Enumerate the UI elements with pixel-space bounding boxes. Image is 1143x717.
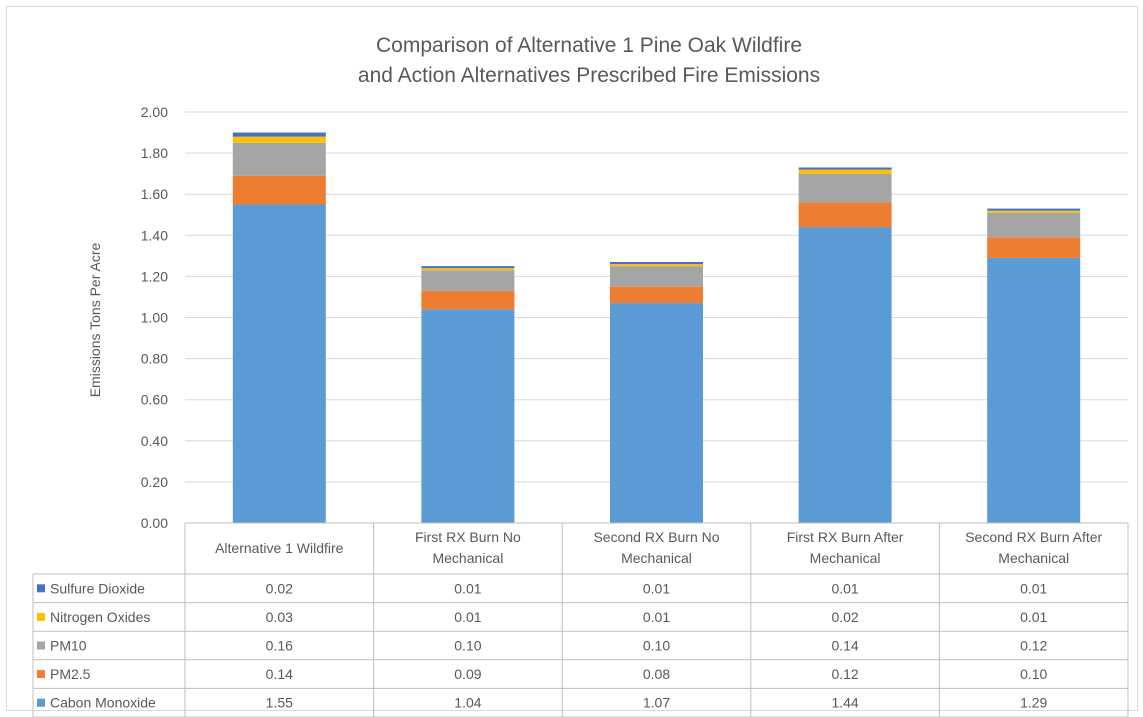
data-table-value: 0.16 (266, 638, 293, 654)
data-table-value: 0.02 (266, 580, 293, 596)
bar-segment-pm10 (798, 173, 892, 203)
bar-segment-pm2-5 (610, 286, 703, 304)
data-table-value: 0.10 (643, 638, 670, 654)
bar-segment-sulfure-dioxide (232, 132, 326, 137)
y-axis-title: Emissions Tons Per Acre (87, 243, 103, 398)
data-table-value: 0.14 (831, 638, 858, 654)
category-label: First RX Burn No (415, 529, 521, 545)
bar-segment-pm2-5 (798, 202, 892, 228)
bar-segment-cabon-monoxide (610, 303, 703, 523)
bar-segment-sulfure-dioxide (798, 167, 892, 170)
legend-key-pm10 (37, 641, 45, 650)
legend-label: Nitrogen Oxides (50, 609, 150, 625)
data-table-value: 0.01 (831, 580, 858, 596)
y-tick-label: 2.00 (141, 104, 168, 120)
bar-segment-cabon-monoxide (987, 257, 1081, 523)
legend-label: PM10 (50, 638, 87, 654)
y-tick-label: 1.40 (141, 227, 168, 243)
data-table-value: 1.55 (266, 695, 293, 711)
category-label: Mechanical (998, 550, 1069, 566)
chart-title-line: and Action Alternatives Prescribed Fire … (358, 64, 820, 87)
y-tick-label: 1.00 (141, 310, 168, 326)
data-table-value: 1.07 (643, 695, 670, 711)
bar-segment-pm2-5 (232, 175, 326, 205)
bar-segment-nitrogen-oxides (232, 136, 326, 143)
legend-key-nitrogen-oxides (37, 612, 45, 621)
y-tick-label: 1.60 (141, 186, 168, 202)
bar-segment-sulfure-dioxide (610, 262, 703, 265)
data-table-value: 1.44 (831, 695, 858, 711)
data-table-value: 0.14 (266, 666, 293, 682)
category-label: Mechanical (810, 550, 881, 566)
data-table-value: 0.10 (454, 638, 481, 654)
y-tick-label: 1.80 (141, 145, 168, 161)
data-table-value: 0.01 (643, 609, 670, 625)
bar-segment-nitrogen-oxides (421, 268, 515, 271)
data-table-value: 1.04 (454, 695, 481, 711)
data-table-value: 0.10 (1020, 666, 1047, 682)
y-tick-label: 0.80 (141, 351, 168, 367)
category-label: Mechanical (432, 550, 503, 566)
category-label: Mechanical (621, 550, 692, 566)
category-label: Second RX Burn After (965, 529, 1102, 545)
y-tick-label: 0.20 (141, 474, 168, 490)
bar-segment-pm2-5 (987, 237, 1081, 258)
bar-segment-pm10 (987, 212, 1081, 238)
bar-segment-sulfure-dioxide (987, 208, 1081, 211)
bar-segment-nitrogen-oxides (798, 169, 892, 174)
y-tick-label: 0.00 (141, 515, 168, 531)
category-label: Second RX Burn No (593, 529, 719, 545)
y-tick-label: 1.20 (141, 268, 168, 284)
y-tick-label: 0.40 (141, 433, 168, 449)
chart-frame (6, 6, 1138, 711)
bar-segment-pm10 (232, 142, 326, 176)
bar-segment-pm2-5 (421, 290, 515, 310)
bar-segment-pm10 (421, 270, 515, 291)
data-table-value: 0.02 (831, 609, 858, 625)
data-table-value: 0.01 (1020, 580, 1047, 596)
bar-segment-sulfure-dioxide (421, 266, 515, 269)
data-table-value: 0.09 (454, 666, 481, 682)
legend-key-cabon-monoxide (37, 698, 45, 707)
data-table-value: 0.08 (643, 666, 670, 682)
legend-label: Cabon Monoxide (50, 695, 156, 711)
data-table-value: 0.12 (831, 666, 858, 682)
bar-segment-cabon-monoxide (421, 309, 515, 523)
data-table-value: 0.01 (643, 580, 670, 596)
data-table-value: 0.03 (266, 609, 293, 625)
data-table-value: 0.12 (1020, 638, 1047, 654)
bar-segment-cabon-monoxide (232, 204, 326, 523)
y-tick-label: 0.60 (141, 392, 168, 408)
category-label: First RX Burn After (787, 529, 904, 545)
data-table-value: 0.01 (454, 609, 481, 625)
bar-segment-cabon-monoxide (798, 227, 892, 523)
category-label: Alternative 1 Wildfire (215, 540, 344, 556)
bar-segment-pm10 (610, 266, 703, 287)
bar-segment-nitrogen-oxides (610, 264, 703, 267)
data-table-value: 0.01 (454, 580, 481, 596)
bar-segment-nitrogen-oxides (987, 210, 1081, 213)
data-table-value: 0.01 (1020, 609, 1047, 625)
data-table-value: 1.29 (1020, 695, 1047, 711)
legend-key-pm2-5 (37, 670, 45, 679)
legend-key-sulfure-dioxide (37, 584, 45, 593)
legend-label: PM2.5 (50, 666, 91, 682)
legend-label: Sulfure Dioxide (50, 580, 145, 596)
chart-title-line: Comparison of Alternative 1 Pine Oak Wil… (376, 34, 802, 57)
